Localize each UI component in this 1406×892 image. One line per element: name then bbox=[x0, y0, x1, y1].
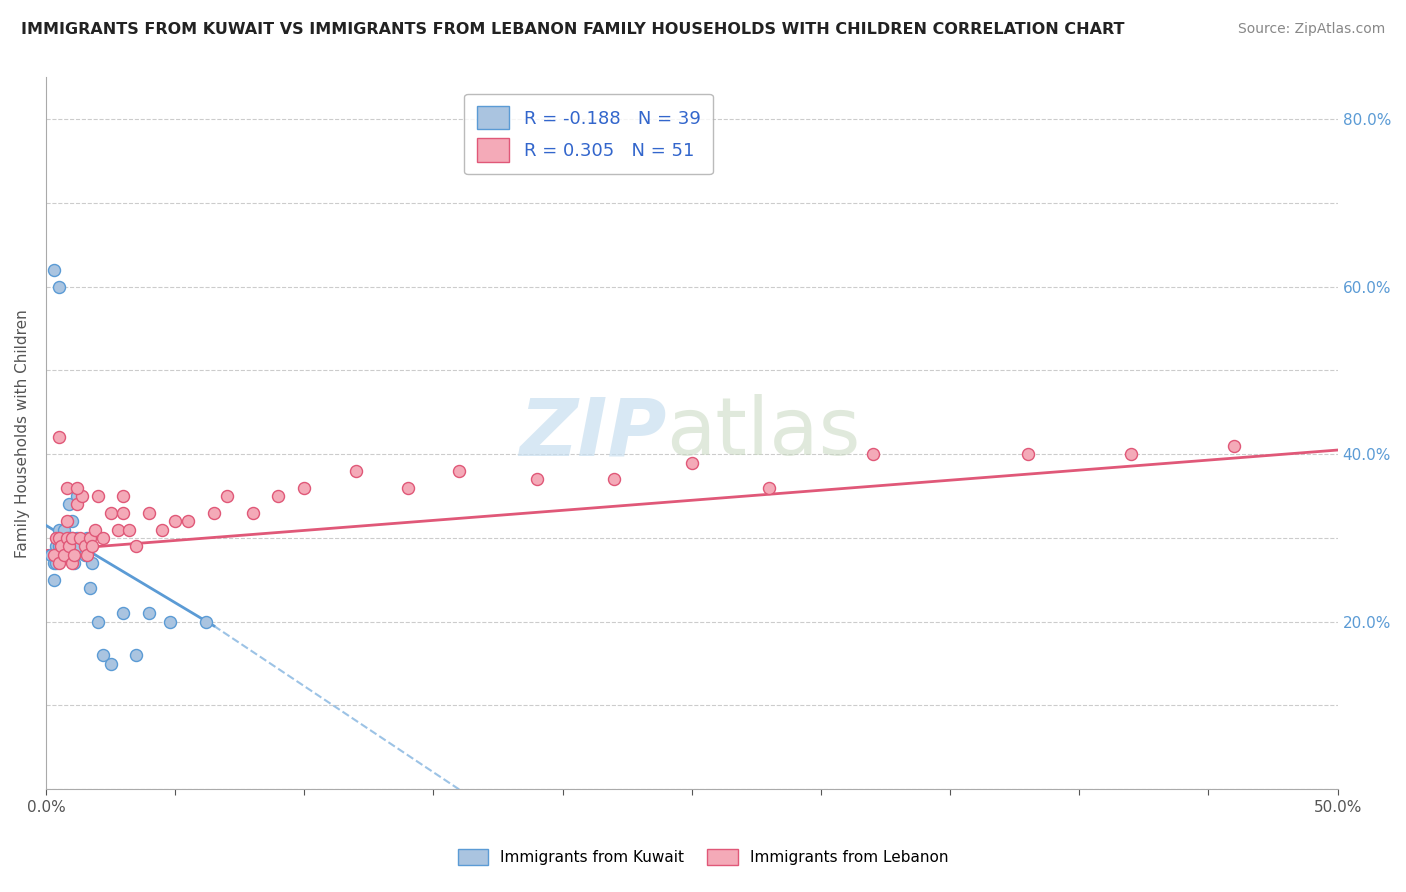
Point bbox=[107, 523, 129, 537]
Point bbox=[76, 531, 98, 545]
Point bbox=[42, 263, 65, 277]
Point bbox=[344, 464, 367, 478]
Point bbox=[63, 556, 86, 570]
Point bbox=[53, 523, 76, 537]
Point bbox=[51, 531, 73, 545]
Point bbox=[66, 481, 89, 495]
Point bbox=[79, 531, 101, 545]
Point bbox=[195, 615, 218, 629]
Text: ZIP: ZIP bbox=[519, 394, 666, 472]
Point bbox=[55, 548, 77, 562]
Point bbox=[125, 648, 148, 663]
Point bbox=[48, 548, 70, 562]
Point bbox=[42, 573, 65, 587]
Y-axis label: Family Households with Children: Family Households with Children bbox=[15, 309, 30, 558]
Point bbox=[42, 556, 65, 570]
Point bbox=[53, 548, 76, 562]
Text: IMMIGRANTS FROM KUWAIT VS IMMIGRANTS FROM LEBANON FAMILY HOUSEHOLDS WITH CHILDRE: IMMIGRANTS FROM KUWAIT VS IMMIGRANTS FRO… bbox=[21, 22, 1125, 37]
Point bbox=[66, 489, 89, 503]
Point bbox=[48, 556, 70, 570]
Point bbox=[82, 556, 104, 570]
Point bbox=[70, 489, 93, 503]
Point bbox=[60, 556, 83, 570]
Point bbox=[86, 489, 108, 503]
Point bbox=[48, 523, 70, 537]
Point bbox=[112, 506, 135, 520]
Point bbox=[159, 615, 181, 629]
Point bbox=[73, 548, 96, 562]
Point bbox=[45, 539, 67, 553]
Point bbox=[51, 548, 73, 562]
Text: atlas: atlas bbox=[666, 394, 860, 472]
Point bbox=[84, 523, 107, 537]
Point bbox=[165, 514, 187, 528]
Point bbox=[100, 657, 122, 671]
Point bbox=[138, 607, 160, 621]
Point bbox=[69, 539, 91, 553]
Point bbox=[100, 506, 122, 520]
Point bbox=[267, 489, 290, 503]
Point bbox=[63, 548, 86, 562]
Point bbox=[55, 539, 77, 553]
Point bbox=[69, 531, 91, 545]
Point bbox=[242, 506, 264, 520]
Point bbox=[42, 548, 65, 562]
Point bbox=[58, 539, 80, 553]
Point bbox=[48, 539, 70, 553]
Point bbox=[55, 514, 77, 528]
Point bbox=[396, 481, 419, 495]
Point bbox=[60, 548, 83, 562]
Point bbox=[86, 615, 108, 629]
Point bbox=[53, 539, 76, 553]
Point bbox=[55, 531, 77, 545]
Point bbox=[91, 531, 114, 545]
Point bbox=[63, 548, 86, 562]
Point bbox=[862, 447, 884, 461]
Point bbox=[48, 279, 70, 293]
Point bbox=[76, 548, 98, 562]
Point bbox=[117, 523, 139, 537]
Point bbox=[215, 489, 238, 503]
Point bbox=[82, 539, 104, 553]
Point bbox=[681, 456, 703, 470]
Point bbox=[1017, 447, 1039, 461]
Point bbox=[150, 523, 173, 537]
Point bbox=[112, 489, 135, 503]
Point bbox=[58, 498, 80, 512]
Point bbox=[51, 539, 73, 553]
Point bbox=[48, 531, 70, 545]
Point bbox=[55, 481, 77, 495]
Point bbox=[60, 514, 83, 528]
Point bbox=[1223, 439, 1246, 453]
Point bbox=[125, 539, 148, 553]
Point bbox=[292, 481, 315, 495]
Text: Source: ZipAtlas.com: Source: ZipAtlas.com bbox=[1237, 22, 1385, 37]
Point bbox=[66, 498, 89, 512]
Point bbox=[45, 531, 67, 545]
Point bbox=[449, 464, 471, 478]
Point bbox=[39, 548, 62, 562]
Point bbox=[73, 539, 96, 553]
Point bbox=[53, 531, 76, 545]
Point bbox=[79, 581, 101, 595]
Point bbox=[60, 531, 83, 545]
Legend: R = -0.188   N = 39, R = 0.305   N = 51: R = -0.188 N = 39, R = 0.305 N = 51 bbox=[464, 94, 713, 174]
Point bbox=[66, 531, 89, 545]
Point bbox=[60, 531, 83, 545]
Point bbox=[45, 556, 67, 570]
Point bbox=[91, 648, 114, 663]
Point bbox=[177, 514, 200, 528]
Point bbox=[526, 472, 548, 486]
Point bbox=[48, 430, 70, 444]
Point bbox=[112, 607, 135, 621]
Point bbox=[603, 472, 626, 486]
Point bbox=[58, 531, 80, 545]
Point bbox=[1119, 447, 1142, 461]
Point bbox=[202, 506, 225, 520]
Legend: Immigrants from Kuwait, Immigrants from Lebanon: Immigrants from Kuwait, Immigrants from … bbox=[451, 843, 955, 871]
Point bbox=[138, 506, 160, 520]
Point bbox=[758, 481, 780, 495]
